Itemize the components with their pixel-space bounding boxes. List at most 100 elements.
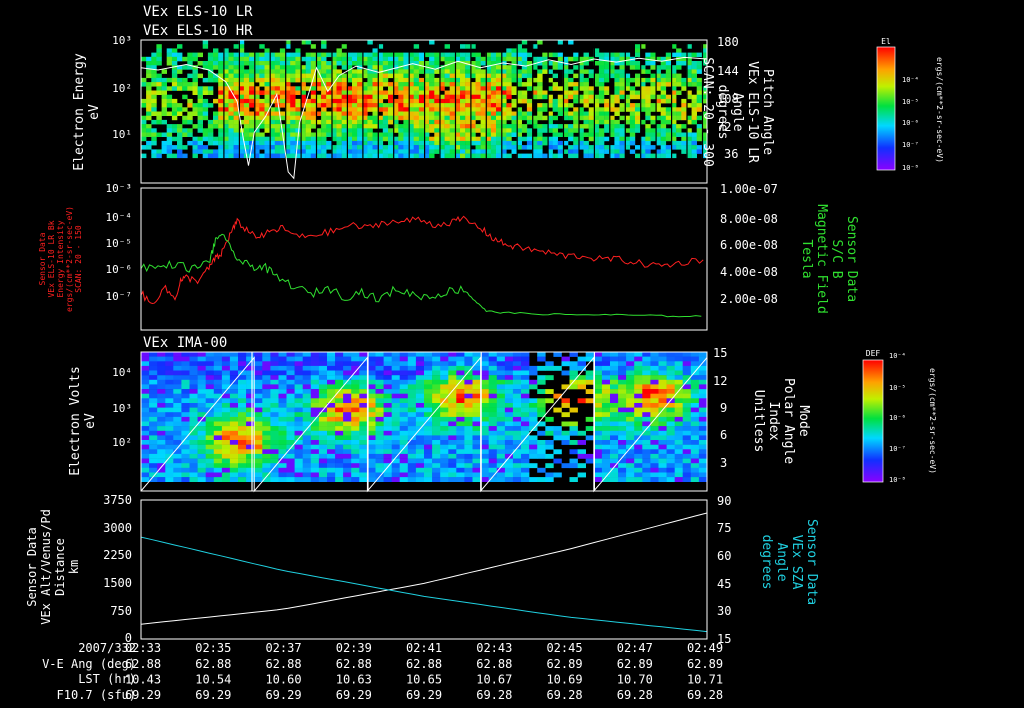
table-cell: 62.89 <box>546 657 582 671</box>
intensity-ytick-3: 10⁻³ <box>106 182 133 195</box>
ima-y2tick-15: 15 <box>713 346 727 360</box>
table-cell: 10.71 <box>687 673 723 687</box>
table-cell: 10.65 <box>406 673 442 687</box>
x-date: 2007/332 <box>78 641 136 655</box>
bfield-ytick-4: 4.00e-08 <box>720 265 778 279</box>
els-hr-label: VEx ELS-10 HR <box>143 23 253 39</box>
sza-ylabel-3: Angle <box>774 542 789 581</box>
table-cell: 69.29 <box>125 688 161 702</box>
ima-y2tick-9: 9 <box>720 401 727 415</box>
distance-ytick-2250: 2250 <box>103 548 132 562</box>
ima-y2tick-6: 6 <box>720 428 727 442</box>
sza-ytick-60: 60 <box>717 549 731 563</box>
ima-colorbar-title: DEF <box>866 349 881 358</box>
table-cell: 62.88 <box>265 657 301 671</box>
table-cell: 10.70 <box>617 673 653 687</box>
els-panel: VEx ELS-10 LR VEx ELS-10 HR 10³ 10² 10¹ … <box>72 4 775 184</box>
table-cell: 10.63 <box>336 673 372 687</box>
bfield-ytick-6: 6.00e-08 <box>720 238 778 252</box>
table-cell: 10.67 <box>476 673 512 687</box>
intensity-panel: 10⁻³ 10⁻⁴ 10⁻⁵ 10⁻⁶ 10⁻⁷ Sensor Data VEx… <box>38 182 859 331</box>
intensity-ytick-4: 10⁻⁴ <box>106 211 133 224</box>
els-ytick-1000: 10³ <box>112 34 132 47</box>
sza-ytick-30: 30 <box>717 604 731 618</box>
sza-ytick-90: 90 <box>717 494 731 508</box>
x-tick: 02:41 <box>406 641 442 655</box>
ima-ylabel-2: eV <box>83 413 98 429</box>
x-axis-table: 2007/332 V-E Ang (deg) LST (hr) F10.7 (s… <box>42 641 723 702</box>
sza-ylabel-1: Sensor Data <box>804 519 819 605</box>
els-lr-label: VEx ELS-10 LR <box>143 4 253 20</box>
ima-label: VEx IMA-00 <box>143 335 227 351</box>
intensity-ylabel-4: ergs/(cm**2-sr-sec-eV) <box>65 206 74 312</box>
row-label-vea: V-E Ang (deg) <box>42 657 136 671</box>
intensity-ylabel-2: VEx ELS-10 LR Bk <box>47 220 56 297</box>
x-tick: 02:45 <box>546 641 582 655</box>
distance-ylabel-1: Sensor Data <box>25 527 39 606</box>
bfield-ytick-8: 8.00e-08 <box>720 212 778 226</box>
distance-ylabel-2: VEx Alt/Venus/Pd <box>39 509 53 625</box>
x-tick: 02:47 <box>617 641 653 655</box>
distance-ytick-3750: 3750 <box>103 493 132 507</box>
table-cell: 62.88 <box>125 657 161 671</box>
sza-ytick-45: 45 <box>717 577 731 591</box>
table-cell: 10.54 <box>195 673 231 687</box>
els-cb-tick-7: 10⁻⁷ <box>902 141 919 149</box>
ima-spectrogram <box>141 352 708 491</box>
sza-line <box>140 536 708 633</box>
ima-polar-angle-line <box>140 356 708 493</box>
table-cell: 69.28 <box>617 688 653 702</box>
intensity-ylabel-1: Sensor Data <box>38 232 47 285</box>
els-pitch-angle-line <box>140 56 708 180</box>
els-ylabel-2: eV <box>87 104 102 120</box>
els-y2label-5: SCAN: 20 - 300 <box>700 57 715 167</box>
ima-ytick-10000: 10⁴ <box>112 366 132 379</box>
table-cell: 69.29 <box>406 688 442 702</box>
table-cell: 62.89 <box>687 657 723 671</box>
bfield-ytick-10: 1.00e-07 <box>720 182 778 196</box>
els-cb-tick-5: 10⁻⁵ <box>902 98 919 106</box>
intensity-ylabel-5: SCAN: 20 - 150 <box>74 225 83 293</box>
distance-frame <box>140 499 708 640</box>
sza-ytick-15: 15 <box>717 632 731 646</box>
els-cb-tick-4: 10⁻⁴ <box>902 76 919 84</box>
els-y2label-2: VEx ELS-10 LR <box>745 61 760 163</box>
table-cell: 69.29 <box>336 688 372 702</box>
els-y2tick-144: 144 <box>717 64 739 78</box>
table-cell: 62.88 <box>476 657 512 671</box>
els-cb-tick-6: 10⁻⁶ <box>902 119 919 127</box>
els-ylabel-1: Electron Energy <box>72 53 87 171</box>
table-cell: 69.28 <box>687 688 723 702</box>
ima-ytick-1000: 10³ <box>112 402 132 415</box>
bfield-ylabel-4: Tesla <box>799 239 814 278</box>
els-colorbar: El 10⁻⁴ 10⁻⁵ 10⁻⁶ 10⁻⁷ 10⁻⁸ ergs/(cm**2-… <box>876 37 944 172</box>
distance-ylabel-3: Distance <box>53 538 67 596</box>
ima-cb-tick-4: 10⁻⁴ <box>889 352 906 360</box>
distance-ytick-3000: 3000 <box>103 521 132 535</box>
row-label-f107: F10.7 (sfu) <box>57 688 136 702</box>
table-cell: 69.28 <box>476 688 512 702</box>
x-tick: 02:43 <box>476 641 512 655</box>
distance-ytick-0: 0 <box>125 631 132 645</box>
magnetic-field-line <box>140 233 702 318</box>
table-cell: 10.69 <box>546 673 582 687</box>
sza-ylabel-4: degrees <box>759 535 774 590</box>
bfield-ylabel-3: Magnetic Field <box>814 204 829 314</box>
ima-cb-tick-6: 10⁻⁶ <box>889 414 906 422</box>
els-y2label-4: degrees <box>715 85 730 140</box>
ima-y2label-3: Index <box>766 401 781 440</box>
intensity-ytick-6: 10⁻⁶ <box>106 263 133 276</box>
bfield-ylabel-2: S/C B <box>829 239 844 278</box>
bfield-ylabel-1: Sensor Data <box>844 216 859 302</box>
distance-panel: 3750 3000 2250 1500 750 0 Sensor Data VE… <box>25 493 819 646</box>
els-y2tick-36: 36 <box>724 147 738 161</box>
els-cb-unit: ergs/(cm**2-sr-sec-eV) <box>935 57 944 163</box>
distance-line <box>140 512 708 625</box>
ima-cb-unit: ergs/(cm**2-sr-sec-eV) <box>928 368 937 474</box>
ima-cb-tick-7: 10⁻⁷ <box>889 445 906 453</box>
x-tick: 02:33 <box>125 641 161 655</box>
x-tick: 02:37 <box>265 641 301 655</box>
row-label-lst: LST (hr) <box>78 672 136 686</box>
table-cell: 62.88 <box>336 657 372 671</box>
